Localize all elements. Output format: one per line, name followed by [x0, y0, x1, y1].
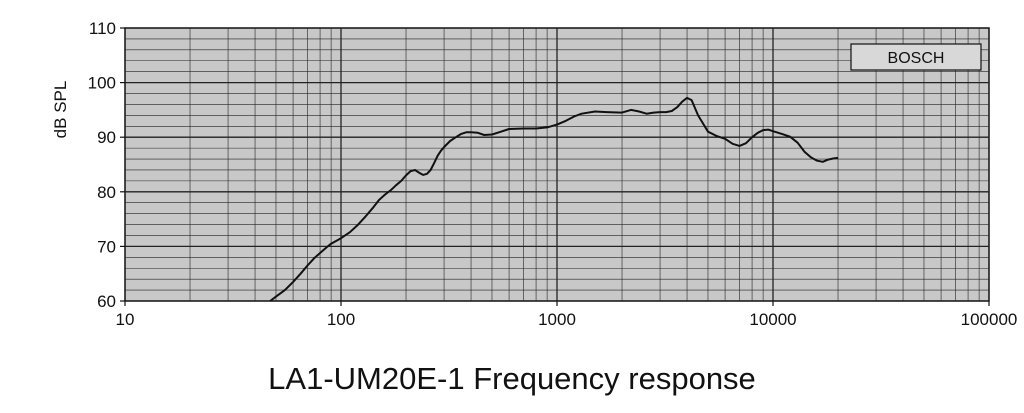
x-tick-label: 10 — [116, 310, 135, 329]
x-tick-label: 100 — [327, 310, 355, 329]
x-tick-label: 10000 — [749, 310, 796, 329]
y-tick-label: 100 — [88, 74, 116, 93]
grid — [125, 28, 989, 301]
y-tick-label: 80 — [97, 183, 116, 202]
y-tick-label: 110 — [89, 19, 116, 38]
x-tick-label: 100000 — [961, 310, 1018, 329]
legend: BOSCH — [850, 43, 982, 71]
y-tick-label: 60 — [97, 292, 116, 311]
legend-label: BOSCH — [888, 50, 945, 67]
chart-title: LA1-UM20E-1 Frequency response — [268, 361, 756, 396]
y-tick-label: 70 — [97, 237, 116, 256]
x-tick-label: 1000 — [538, 310, 576, 329]
legend-box — [850, 43, 982, 71]
frequency-response-line — [269, 96, 839, 302]
axis-ticks: 10 100 1000 10000 100000 60 70 80 90 100 110 — [88, 19, 1018, 329]
y-tick-label: 90 — [97, 128, 116, 147]
y-axis-label: dB SPL — [51, 81, 70, 139]
series-layer — [269, 96, 839, 302]
